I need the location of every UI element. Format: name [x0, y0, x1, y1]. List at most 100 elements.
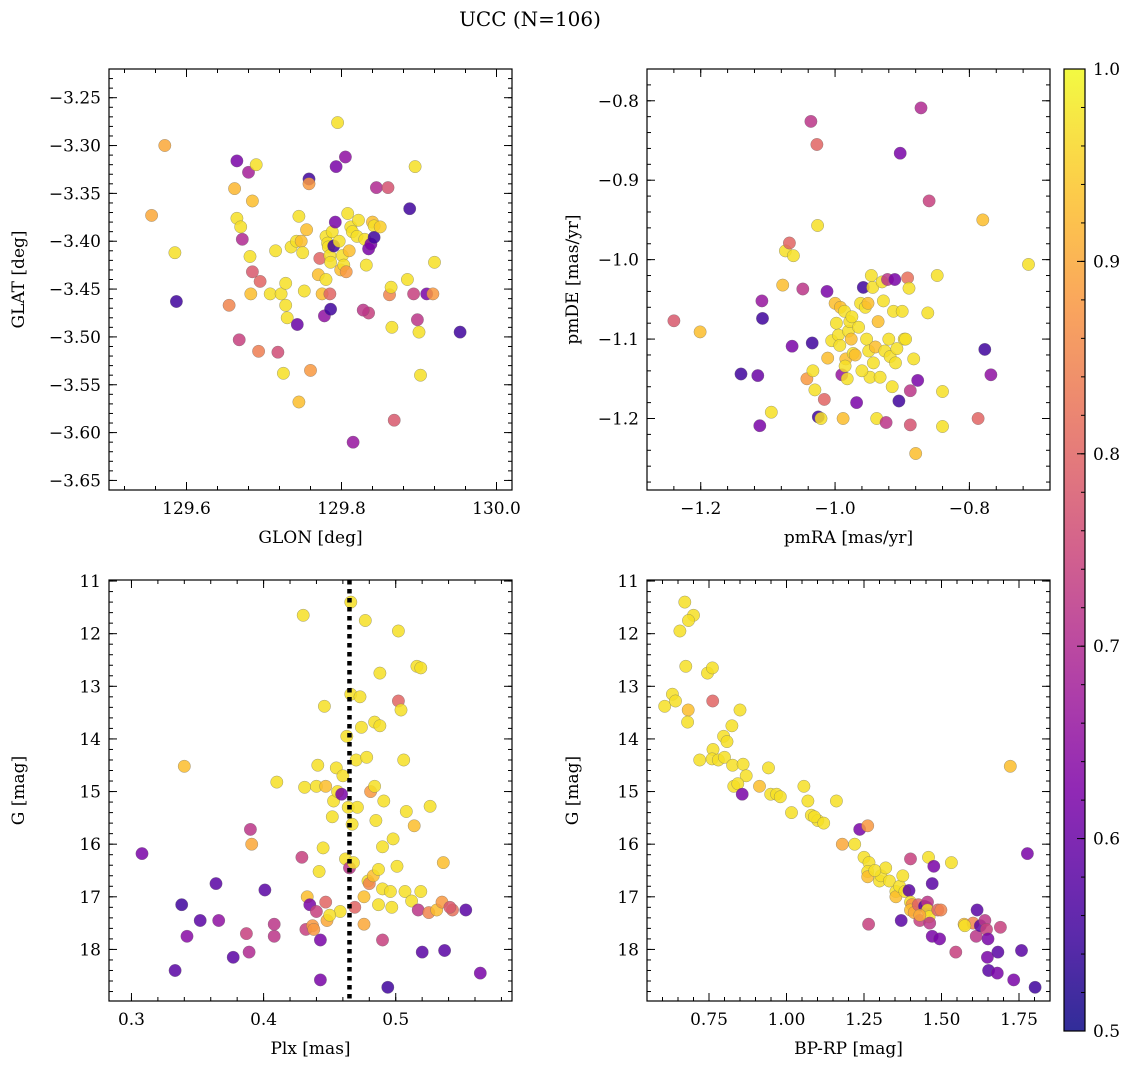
- data-point: [836, 412, 850, 425]
- y-tick-label: −3.60: [49, 424, 101, 444]
- data-point: [669, 694, 682, 708]
- data-point: [381, 980, 395, 994]
- data-point: [868, 864, 882, 877]
- data-point: [893, 146, 907, 160]
- data-point: [145, 208, 159, 222]
- data-point: [739, 769, 753, 783]
- data-point: [882, 332, 896, 346]
- data-point: [408, 160, 422, 174]
- data-point: [369, 814, 383, 827]
- data-point: [866, 356, 880, 370]
- colorbar: 0.5 0.6 0.7 0.8 0.9 1.0: [1063, 60, 1120, 1042]
- data-point: [323, 287, 337, 301]
- data-point: [367, 230, 381, 244]
- data-point: [405, 894, 419, 908]
- x-tick-label: 0.4: [250, 1010, 277, 1030]
- data-point: [267, 917, 281, 931]
- data-point: [838, 359, 852, 373]
- data-point: [168, 246, 182, 260]
- data-point: [903, 384, 917, 398]
- colorbar-tick-label: 0.9: [1093, 252, 1120, 272]
- data-point: [1007, 973, 1021, 987]
- data-point: [755, 294, 769, 308]
- data-point: [890, 342, 904, 356]
- axes-frame: [646, 68, 1051, 491]
- data-point: [810, 138, 824, 151]
- data-point: [313, 933, 327, 947]
- data-point: [990, 966, 1004, 980]
- y-tick-label: 17: [617, 888, 639, 908]
- data-point: [808, 383, 822, 397]
- data-point: [821, 351, 835, 365]
- x-tick-label: −0.8: [949, 499, 990, 519]
- x-tick-label: −1.0: [814, 499, 855, 519]
- data-point: [302, 177, 316, 191]
- data-point: [412, 325, 426, 339]
- data-point: [852, 320, 866, 334]
- data-point: [833, 338, 847, 352]
- data-point: [762, 761, 775, 775]
- data-point: [927, 859, 941, 873]
- data-point: [894, 914, 908, 927]
- y-tick-label: 15: [79, 783, 101, 803]
- panel-bprp-g: 0.75 1.00 1.25 1.50 1.75 11 12 13 14 15 16 17 18 BP-R…: [563, 572, 1051, 1059]
- data-point: [785, 806, 798, 820]
- data-point: [397, 753, 411, 767]
- data-point: [312, 865, 326, 878]
- data-point: [276, 366, 290, 380]
- data-point: [307, 922, 321, 936]
- colorbar-tick-label: 0.7: [1093, 637, 1120, 657]
- data-point: [414, 368, 427, 382]
- panel-pmra-pmde: −1.2 −1.0 −0.8 −0.8 −0.9 −1.0 −1.1 −1.2 pmRA [ma…: [563, 68, 1051, 548]
- y-tick-label: −1.0: [598, 251, 639, 271]
- data-point: [899, 332, 913, 346]
- data-point: [923, 916, 937, 930]
- data-point: [984, 368, 998, 382]
- x-tick-label: 130.0: [472, 499, 521, 519]
- data-point: [796, 282, 810, 296]
- data-point: [733, 703, 747, 717]
- data-point: [829, 316, 843, 330]
- data-point: [949, 945, 963, 959]
- data-point: [933, 932, 947, 946]
- y-axis-label: pmDE [mas/yr]: [563, 214, 583, 344]
- x-tick-label: 129.8: [317, 499, 366, 519]
- data-point: [369, 181, 383, 195]
- panel-plx-g: 0.3 0.4 0.5 11 12 13 14 15 16 17 18 Plx [mas] G [mag…: [9, 572, 513, 1059]
- y-tick-label: 14: [617, 730, 639, 750]
- data-point: [243, 250, 257, 263]
- data-point: [785, 339, 799, 353]
- y-tick-label: −3.65: [49, 471, 101, 491]
- data-point: [398, 885, 412, 898]
- x-axis-label: GLON [deg]: [258, 528, 362, 548]
- data-point: [242, 945, 256, 959]
- colorbar-tick-label: 1.0: [1093, 60, 1120, 80]
- data-point: [193, 914, 207, 927]
- plot-area: [658, 595, 1042, 994]
- data-point: [978, 342, 992, 356]
- data-point: [805, 336, 819, 350]
- data-point: [904, 852, 917, 866]
- data-point: [925, 877, 939, 891]
- data-point: [903, 418, 917, 432]
- y-tick-label: −3.30: [49, 137, 101, 157]
- data-point: [1020, 847, 1034, 861]
- data-point: [681, 715, 695, 729]
- x-tick-label: 1.75: [1000, 1010, 1038, 1030]
- plot-area: [145, 116, 467, 449]
- data-point: [180, 929, 194, 943]
- data-point: [1022, 257, 1035, 271]
- data-point: [848, 837, 862, 851]
- data-point: [971, 412, 985, 425]
- data-point: [414, 885, 428, 898]
- x-tick-label: 1.25: [845, 1010, 883, 1030]
- data-point: [679, 659, 693, 673]
- data-point: [350, 800, 364, 814]
- data-point: [720, 735, 734, 749]
- data-point: [734, 367, 748, 381]
- data-point: [296, 608, 310, 622]
- data-point: [410, 313, 424, 327]
- data-point: [896, 869, 910, 883]
- data-point: [871, 315, 885, 329]
